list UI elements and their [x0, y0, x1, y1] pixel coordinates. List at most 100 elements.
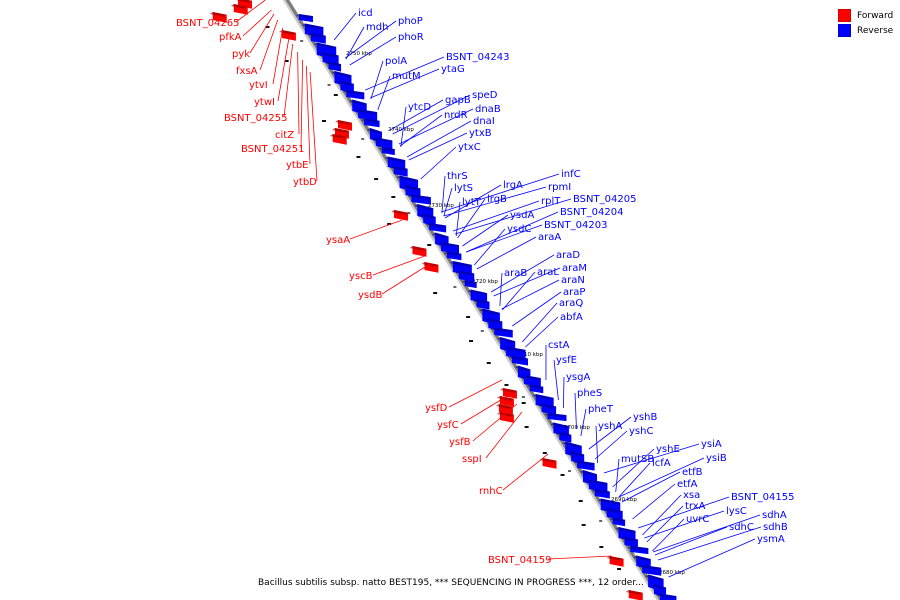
gene-label-bsnt-04243[interactable]: BSNT_04243 [446, 52, 509, 63]
leader-line [615, 458, 620, 493]
gene-label-araa[interactable]: araA [538, 232, 561, 243]
leader-line [525, 316, 559, 348]
gene-label-bsnt-04265[interactable]: BSNT_04265 [176, 18, 239, 29]
gene-label-etfa[interactable]: etfA [677, 479, 698, 490]
leader-line [448, 379, 503, 408]
leader-line [259, 19, 279, 71]
gene-label-lysc[interactable]: lysC [726, 506, 747, 517]
gene-label-ytxc[interactable]: ytxC [458, 142, 481, 153]
intergenic-marker [521, 396, 525, 398]
gene-block [491, 327, 513, 338]
gene-label-icd[interactable]: icd [358, 8, 373, 19]
gene-label-ytbd[interactable]: ytbD [293, 177, 317, 188]
gene-label-ysaa[interactable]: ysaA [326, 235, 350, 246]
gene-label-lcfa[interactable]: lcfA [652, 458, 671, 469]
gene-label-bsnt-04159[interactable]: BSNT_04159 [488, 555, 551, 566]
gene-label-sdhc[interactable]: sdhC [729, 522, 754, 533]
gene-label-ysdb[interactable]: ysdB [358, 290, 382, 301]
leader-line [499, 272, 503, 307]
gene-label-bsnt-04203[interactable]: BSNT_04203 [544, 220, 607, 231]
gene-label-pola[interactable]: polA [385, 56, 407, 67]
gene-label-yshe[interactable]: yshE [656, 444, 680, 455]
gene-label-lyts[interactable]: lytS [454, 183, 473, 194]
gene-label-bsnt-04205[interactable]: BSNT_04205 [573, 194, 636, 205]
gene-label-ysfd[interactable]: ysfD [425, 403, 448, 414]
gene-label-csta[interactable]: cstA [548, 340, 570, 351]
gene-label-yshc[interactable]: yshC [629, 426, 653, 437]
gene-label-dnab[interactable]: dnaB [475, 104, 501, 115]
gene-label-etfb[interactable]: etfB [682, 467, 703, 478]
gene-label-pyk[interactable]: pyk [232, 49, 250, 60]
gene-label-araq[interactable]: araQ [559, 298, 583, 309]
gene-block [461, 280, 477, 289]
gene-label-gapb[interactable]: gapB [445, 95, 471, 106]
gene-label-phor[interactable]: phoR [398, 32, 424, 43]
gene-label-lrgb[interactable]: lrgB [487, 194, 507, 205]
gene-label-sdha[interactable]: sdhA [762, 510, 787, 521]
gene-label-ysib[interactable]: ysiB [706, 453, 727, 464]
leader-line [654, 526, 728, 556]
gene-label-aram[interactable]: araM [562, 263, 587, 274]
gene-label-ysfb[interactable]: ysfB [449, 437, 471, 448]
gene-label-infc[interactable]: infC [561, 169, 581, 180]
gene-label-arad[interactable]: araD [556, 250, 580, 261]
gene-label-phop[interactable]: phoP [398, 16, 423, 27]
gene-label-rnhc[interactable]: rnhC [479, 486, 503, 497]
gene-label-ysdc[interactable]: ysdC [507, 224, 531, 235]
gene-label-ysda[interactable]: ysdA [510, 210, 534, 221]
gene-label-ysma[interactable]: ysmA [757, 534, 785, 545]
gene-label-mutm[interactable]: mutM [392, 71, 421, 82]
gene-label-lrga[interactable]: lrgA [503, 180, 523, 191]
gene-label-thrs[interactable]: thrS [447, 171, 468, 182]
gene-label-mdh[interactable]: mdh [366, 22, 388, 33]
gene-label-nrdr[interactable]: nrdR [444, 110, 468, 121]
gene-label-ysia[interactable]: ysiA [701, 439, 722, 450]
gene-label-bsnt-04155[interactable]: BSNT_04155 [731, 492, 794, 503]
gene-label-citz[interactable]: citZ [275, 130, 294, 141]
gene-label-bsnt-04251[interactable]: BSNT_04251 [241, 144, 304, 155]
leader-line [455, 201, 461, 237]
gene-label-ysfc[interactable]: ysfC [437, 420, 459, 431]
gene-label-lytt[interactable]: lytT [462, 197, 482, 208]
leader-line [349, 219, 403, 240]
gene-label-ysfe[interactable]: ysfE [556, 355, 577, 366]
gene-label-ytvi[interactable]: ytvI [249, 80, 268, 91]
gene-label-sspi[interactable]: sspI [462, 454, 482, 465]
gene-label-ytbe[interactable]: ytbE [286, 160, 309, 171]
gene-block [574, 460, 595, 471]
gene-label-fxsa[interactable]: fxsA [236, 66, 258, 77]
gene-label-ytcd[interactable]: ytcD [408, 102, 431, 113]
gene-label-bsnt-04204[interactable]: BSNT_04204 [560, 207, 623, 218]
intergenic-marker [599, 546, 604, 548]
leader-line [632, 483, 676, 520]
gene-label-arap[interactable]: araP [563, 287, 585, 298]
gene-label-sdhb[interactable]: sdhB [763, 522, 788, 533]
intergenic-marker [453, 286, 457, 288]
leader-line [235, 0, 266, 23]
gene-label-trxa[interactable]: trxA [685, 501, 706, 512]
gene-label-xsa[interactable]: xsa [683, 490, 700, 501]
gene-label-ysga[interactable]: ysgA [566, 372, 590, 383]
gene-label-rplt[interactable]: rplT [541, 196, 561, 207]
gene-label-aral[interactable]: araL [537, 267, 559, 278]
gene-label-sped[interactable]: speD [472, 90, 498, 101]
gene-label-bsnt-04255[interactable]: BSNT_04255 [224, 113, 287, 124]
gene-label-ysha[interactable]: yshA [598, 421, 622, 432]
gene-label-ytxb[interactable]: ytxB [469, 128, 492, 139]
gene-label-phet[interactable]: pheT [588, 404, 614, 415]
gene-label-yscb[interactable]: yscB [349, 271, 373, 282]
gene-label-abfa[interactable]: abfA [560, 312, 583, 323]
gene-label-ytag[interactable]: ytaG [441, 64, 465, 75]
gene-label-yshb[interactable]: yshB [633, 412, 657, 423]
gene-label-ytwi[interactable]: ytwI [254, 97, 275, 108]
leader-line [642, 494, 682, 536]
gene-label-arab[interactable]: araB [504, 268, 527, 279]
gene-label-rpmi[interactable]: rpmI [548, 182, 571, 193]
gene-label-mutsb[interactable]: mutSB [621, 454, 654, 465]
gene-label-uvrc[interactable]: uvrC [686, 514, 709, 525]
gene-label-pfka[interactable]: pfkA [219, 32, 242, 43]
gene-label-dnai[interactable]: dnaI [473, 116, 495, 127]
gene-label-phes[interactable]: pheS [577, 388, 602, 399]
gene-label-aran[interactable]: araN [561, 275, 585, 286]
